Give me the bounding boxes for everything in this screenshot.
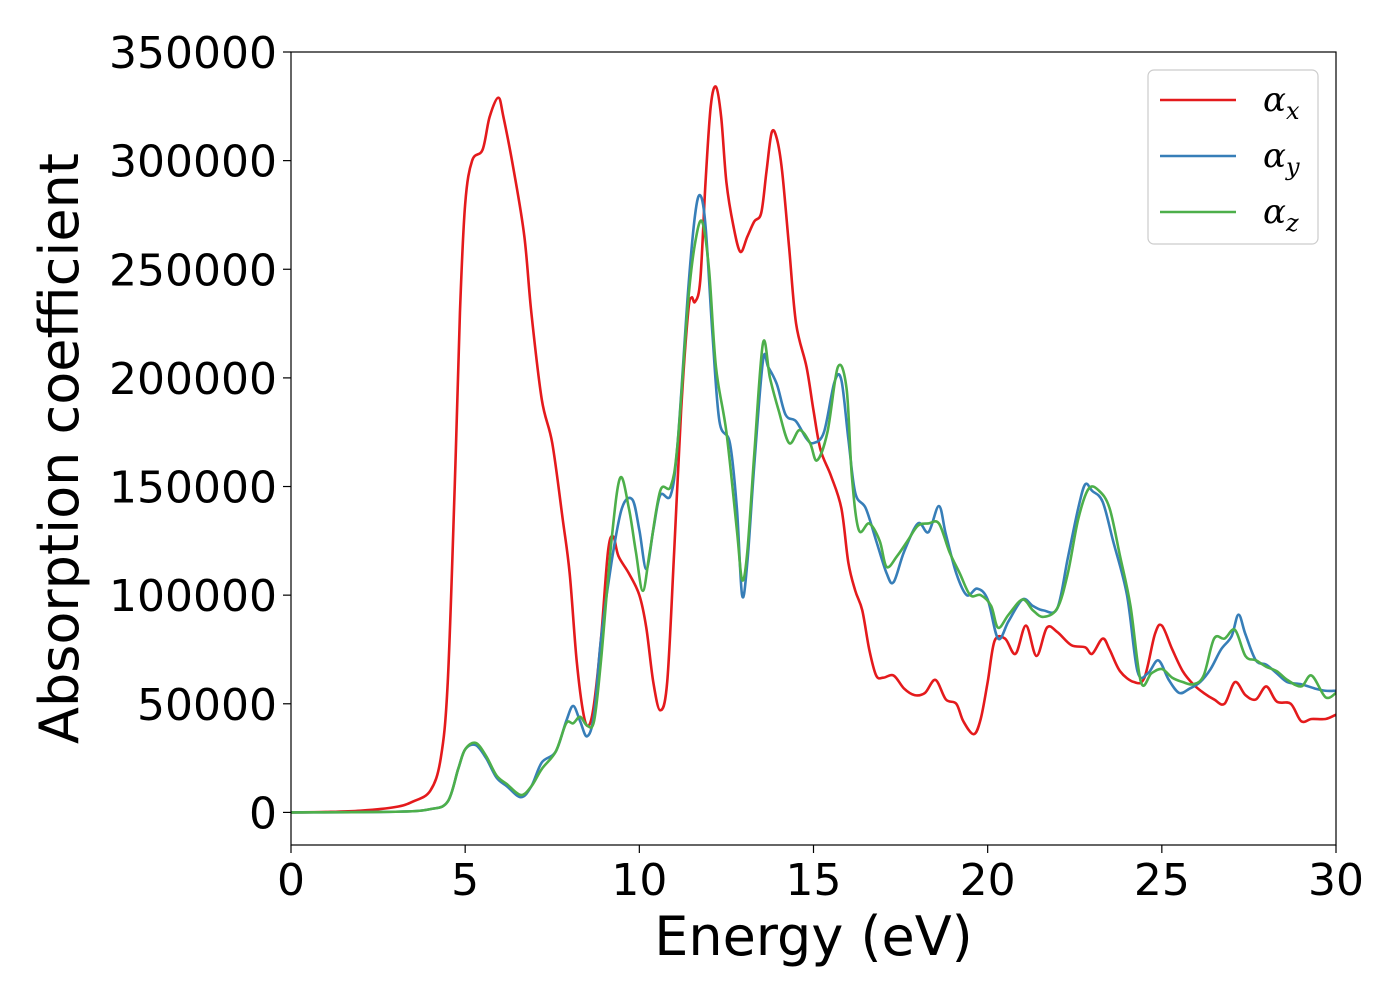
y-tick-label: 350000 [109,28,277,79]
x-tick-label: 20 [960,855,1016,906]
x-tick-label: 0 [277,855,305,906]
y-tick-label: 250000 [109,245,277,296]
legend-subscript: z [1285,209,1299,237]
x-tick-label: 5 [451,855,479,906]
y-axis-title: Absorption coefficient [28,153,91,744]
series-line-x [291,85,1336,814]
series-line-z [291,219,1336,814]
y-tick-label: 50000 [137,680,277,731]
legend-label-y: αy [1263,136,1300,181]
series-layer [291,85,1336,814]
y-tick-label: 300000 [109,137,277,188]
y-tick-label: 150000 [109,463,277,514]
legend-subscript: y [1285,153,1300,181]
legend-label-x: αx [1263,80,1300,125]
x-tick-label: 15 [786,855,842,906]
y-tick-label: 200000 [109,354,277,405]
ticks-layer: 0 5 10 15 20 25 30 0 50000 100000 150000 200000 2500… [109,28,1364,906]
y-tick-label: 0 [249,788,277,839]
x-tick-label: 25 [1134,855,1190,906]
x-axis-title: Energy (eV) [654,905,973,968]
x-tick-label: 10 [611,855,667,906]
series-line-y [291,193,1336,814]
y-tick-label: 100000 [109,571,277,622]
x-tick-label: 30 [1308,855,1364,906]
legend-subscript: x [1286,97,1300,125]
